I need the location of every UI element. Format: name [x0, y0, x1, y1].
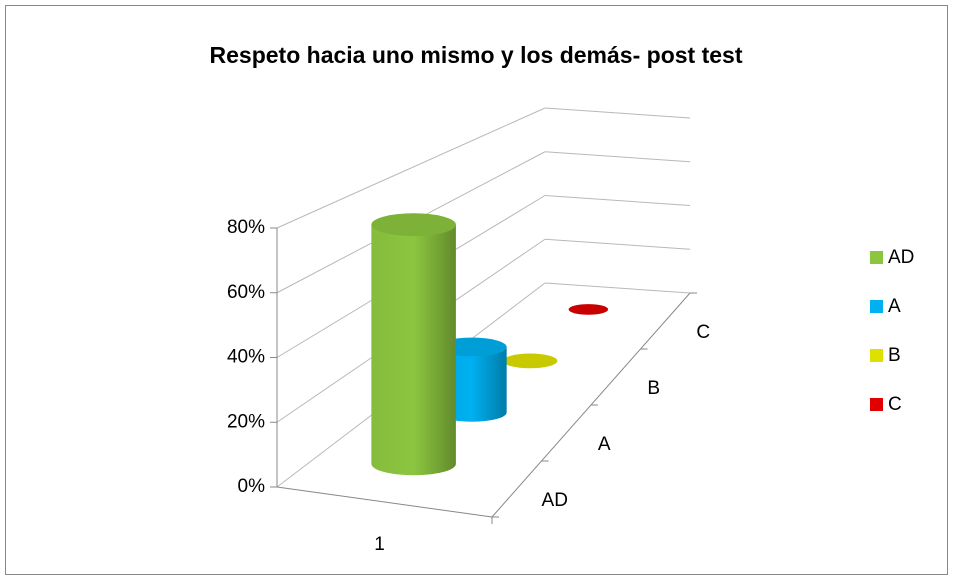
grid-line	[544, 282, 691, 294]
grid-line	[544, 195, 691, 206]
chart-title: Respeto hacia uno mismo y los demás- pos…	[210, 42, 743, 68]
y-tick-label: 80%	[227, 217, 265, 238]
x-tick-label: 1	[374, 534, 385, 555]
floor-edge	[276, 486, 493, 518]
grid-line	[544, 107, 691, 119]
legend-swatch	[870, 398, 883, 411]
cylinder-top-shade	[568, 304, 609, 315]
y-tick-label: 60%	[227, 282, 265, 303]
cylinder-top-shade	[371, 213, 456, 237]
depth-label: B	[647, 378, 660, 399]
legend-swatch	[870, 300, 883, 313]
legend-swatch	[870, 349, 883, 362]
y-tick-label: 40%	[227, 347, 265, 368]
chart-frame	[5, 5, 948, 575]
legend-label: C	[888, 394, 902, 415]
legend-swatch	[870, 251, 883, 264]
legend-label: AD	[888, 247, 914, 268]
cylinder-shade	[371, 224, 456, 476]
legend-label: A	[888, 296, 901, 317]
cylinder-top	[371, 213, 456, 237]
depth-label: AD	[542, 490, 568, 511]
grid-line	[276, 107, 546, 229]
y-tick-label: 20%	[227, 411, 265, 432]
depth-label: A	[598, 434, 611, 455]
legend-label: B	[888, 345, 901, 366]
cylinder-top	[568, 304, 609, 315]
grid-line	[544, 238, 691, 250]
cylinder-top-shade	[502, 353, 558, 369]
grid-line	[544, 151, 691, 163]
depth-label: C	[696, 322, 710, 343]
y-tick-label: 0%	[238, 476, 266, 497]
cylinder-top	[502, 353, 558, 369]
